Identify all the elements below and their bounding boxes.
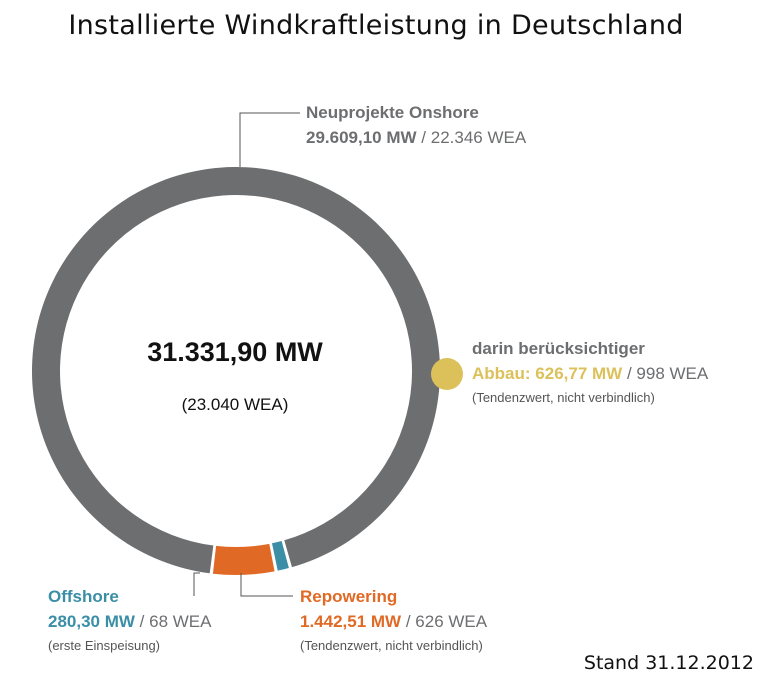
total-value: 31.331,90 MW — [147, 337, 323, 367]
onshore-value: 29.609,10 MW / 22.346 WEA — [306, 128, 527, 147]
abbau-marker — [431, 358, 463, 390]
onshore-name: Neuprojekte Onshore — [306, 103, 479, 122]
total-count: (23.040 WEA) — [181, 395, 289, 414]
repowering-name: Repowering — [300, 587, 398, 606]
ring-segment-offshore — [272, 540, 289, 571]
abbau-head: darin berücksichtiger — [472, 339, 645, 358]
ring-segment-onshore — [31, 167, 440, 574]
abbau-label: Abbau: — [472, 364, 531, 383]
leader-line-onshore — [239, 112, 300, 167]
offshore-note: (erste Einspeisung) — [48, 638, 160, 653]
abbau-mw: 626,77 MW — [535, 364, 623, 383]
repowering-count: 626 WEA — [415, 612, 488, 631]
chart-title: Installierte Windkraftleistung in Deutsc… — [68, 10, 684, 41]
offshore-value: 280,30 MW / 68 WEA — [48, 612, 212, 631]
offshore-count: 68 WEA — [149, 612, 212, 631]
onshore-count: 22.346 WEA — [430, 128, 527, 147]
label-abbau: darin berücksichtiger Abbau: 626,77 MW /… — [472, 339, 708, 405]
abbau-note: (Tendenzwert, nicht verbindlich) — [472, 390, 655, 405]
leader-line-repowering — [240, 573, 293, 597]
ring-segment-repowering — [212, 543, 275, 575]
label-onshore: Neuprojekte Onshore 29.609,10 MW / 22.34… — [306, 103, 526, 148]
abbau-value: Abbau: 626,77 MW / 998 WEA — [472, 364, 709, 383]
label-repowering: Repowering 1.442,51 MW / 626 WEA (Tenden… — [300, 587, 487, 653]
repowering-note: (Tendenzwert, nicht verbindlich) — [300, 638, 483, 653]
leader-line-offshore — [193, 572, 200, 596]
repowering-mw: 1.442,51 MW — [300, 612, 402, 631]
repowering-value: 1.442,51 MW / 626 WEA — [300, 612, 488, 631]
offshore-mw: 280,30 MW — [48, 612, 135, 631]
stand-date: Stand 31.12.2012 — [583, 652, 754, 674]
offshore-name: Offshore — [48, 587, 119, 606]
onshore-mw: 29.609,10 MW — [306, 128, 417, 147]
label-offshore: Offshore 280,30 MW / 68 WEA (erste Einsp… — [48, 587, 211, 653]
abbau-count: 998 WEA — [636, 364, 709, 383]
